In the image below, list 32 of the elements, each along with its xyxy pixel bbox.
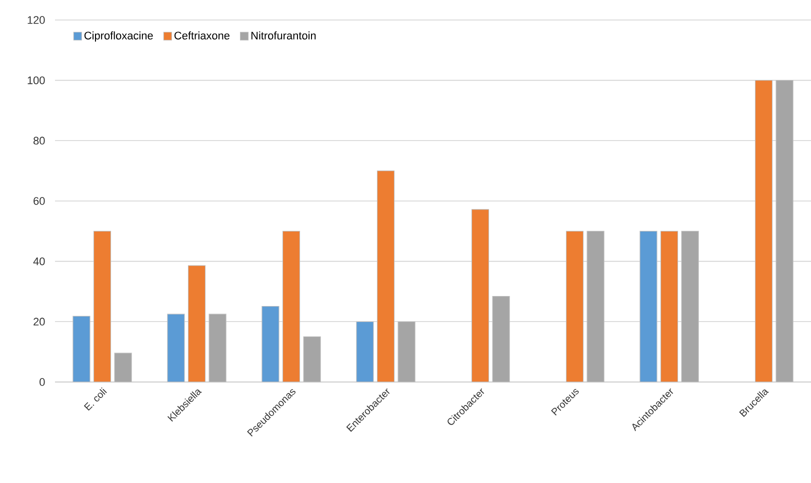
bar: [566, 230, 584, 382]
bar: [93, 230, 112, 382]
bar: [188, 265, 206, 382]
bar: [586, 230, 604, 382]
legend-label: Nitrofurantoin: [251, 31, 316, 40]
bar: [471, 209, 490, 382]
y-tick-label: 0: [40, 378, 45, 386]
y-tick-label: 60: [34, 197, 45, 205]
y-tick-label: 100: [28, 76, 45, 84]
x-tick-label: E. coli: [84, 387, 107, 411]
bar: [282, 230, 300, 382]
legend-label: Ciprofloxacine: [84, 31, 153, 42]
bar: [492, 296, 510, 382]
y-tick-label: 80: [34, 136, 45, 145]
bar: [376, 170, 395, 382]
y-tick-label: 120: [28, 16, 45, 24]
bar: [681, 230, 699, 382]
bar: [776, 80, 794, 382]
bar: [660, 230, 678, 382]
bar: [167, 314, 185, 382]
bar: [356, 321, 374, 382]
bar: [72, 316, 90, 382]
legend-label: Ceftriaxone: [174, 31, 230, 40]
bar: [303, 336, 321, 382]
y-tick-label: 40: [33, 257, 45, 266]
bar: [262, 306, 280, 382]
y-tick-label: 20: [34, 318, 45, 326]
bar: [398, 321, 416, 382]
bar: [640, 230, 658, 382]
bar: [208, 314, 226, 382]
bar: [114, 352, 132, 382]
bar: [754, 80, 773, 382]
